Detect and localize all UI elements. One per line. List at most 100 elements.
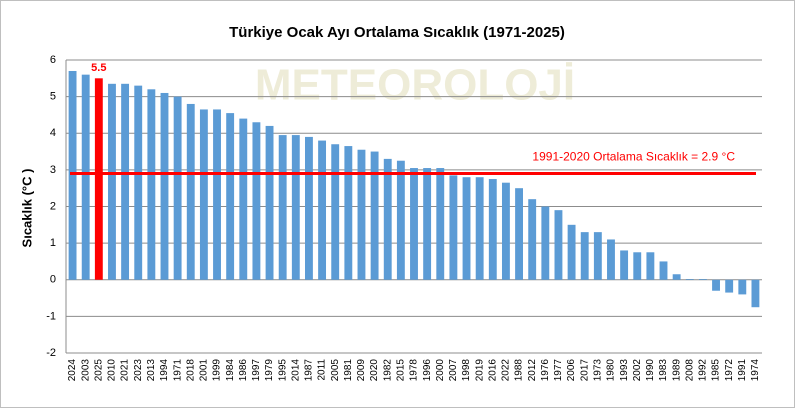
bar [488,179,497,280]
x-tick-label: 2013 [146,359,157,382]
x-tick-label: 1999 [212,359,223,382]
x-tick-label: 1990 [645,359,656,382]
x-tick-label: 2020 [369,359,380,382]
bar [291,135,300,280]
x-tick-label: 2005 [330,359,341,382]
bar [685,279,694,280]
bar [593,232,602,280]
bar [68,70,77,280]
x-tick-label: 1974 [750,359,761,382]
x-tick-label: 1991 [737,359,748,382]
x-tick-label: 1982 [382,359,393,382]
x-tick-label: 2009 [356,359,367,382]
x-tick-label: 1998 [461,359,472,382]
y-tick-label: 1 [50,237,56,249]
x-tick-label: 2003 [80,359,91,382]
bar [226,113,235,280]
bar [436,168,445,280]
x-tick-label: 1984 [225,359,236,382]
bar [160,92,169,280]
bar [134,85,143,280]
x-tick-label: 2002 [632,359,643,382]
x-tick-label: 1973 [592,359,603,382]
chart-title: Türkiye Ocak Ayı Ortalama Sıcaklık (1971… [229,24,565,41]
bar [423,168,432,280]
x-tick-label: 1983 [658,359,669,382]
x-tick-label: 1977 [553,359,564,382]
bar [738,279,747,295]
watermark: METEOROLOJİ [255,61,575,110]
x-tick-label: 1995 [277,359,288,382]
bar [173,96,182,280]
x-tick-label: 2011 [317,359,328,381]
y-tick-label: -2 [46,347,56,359]
bar [357,149,366,280]
bar [449,175,458,280]
bar [94,78,103,280]
x-tick-label: 2012 [527,359,538,382]
bar [108,83,116,280]
x-tick-label: 2001 [199,359,210,382]
x-tick-label: 1992 [698,359,709,382]
bar [528,199,537,280]
bar [659,261,668,280]
x-tick-label: 1978 [409,359,420,382]
bar [318,140,327,280]
data-label: 5.5 [91,62,106,74]
bar [633,252,642,280]
y-tick-label: 0 [50,274,56,286]
x-tick-label: 2019 [474,359,485,382]
x-tick-label: 2008 [684,359,695,382]
x-tick-label: 1994 [159,359,170,382]
x-tick-label: 2023 [133,359,144,382]
x-tick-label: 1985 [711,359,722,382]
y-tick-label: 6 [50,54,56,66]
bar [331,144,340,280]
bar [712,279,720,291]
y-tick-label: 3 [50,164,56,176]
bar [305,136,313,280]
y-tick-label: -1 [46,310,56,322]
x-tick-label: 1996 [422,359,433,382]
x-tick-label: 1997 [251,359,262,382]
x-tick-label: 2017 [579,359,590,382]
x-tick-label: 2015 [396,359,407,382]
bar [344,146,353,280]
x-tick-label: 2014 [290,359,301,382]
x-tick-label: 1993 [619,359,630,382]
x-tick-label: 2022 [501,359,512,382]
bar [396,160,405,280]
x-tick-label: 2018 [185,359,196,382]
bar [620,250,629,280]
bar [725,279,734,293]
y-axis-label: Sıcaklık (°C ) [19,169,34,248]
x-tick-label: 1981 [343,359,354,382]
bar [410,168,418,280]
x-tick-label: 1989 [671,359,682,382]
bar [213,109,221,280]
x-tick-label: 1972 [724,359,735,382]
bar [501,182,510,280]
bar [121,83,130,280]
bar [383,158,392,280]
bar [475,177,484,280]
bar [147,89,156,280]
bar [515,188,523,280]
y-tick-label: 2 [50,200,56,212]
bar [698,279,707,280]
bar [607,239,615,280]
bar [541,206,550,280]
y-tick-label: 4 [50,127,56,139]
x-tick-label: 2024 [67,359,78,382]
x-tick-label: 1980 [606,359,617,382]
x-tick-label: 2021 [120,359,131,382]
x-tick-label: 1988 [514,359,525,382]
bar [186,103,195,280]
y-tick-label: 5 [50,91,56,103]
x-tick-label: 2007 [448,359,459,382]
x-tick-label: 1986 [238,359,249,382]
bar [554,210,563,280]
reference-label: 1991-2020 Ortalama Sıcaklık = 2.9 °C [532,150,735,164]
x-tick-label: 1976 [540,359,551,382]
